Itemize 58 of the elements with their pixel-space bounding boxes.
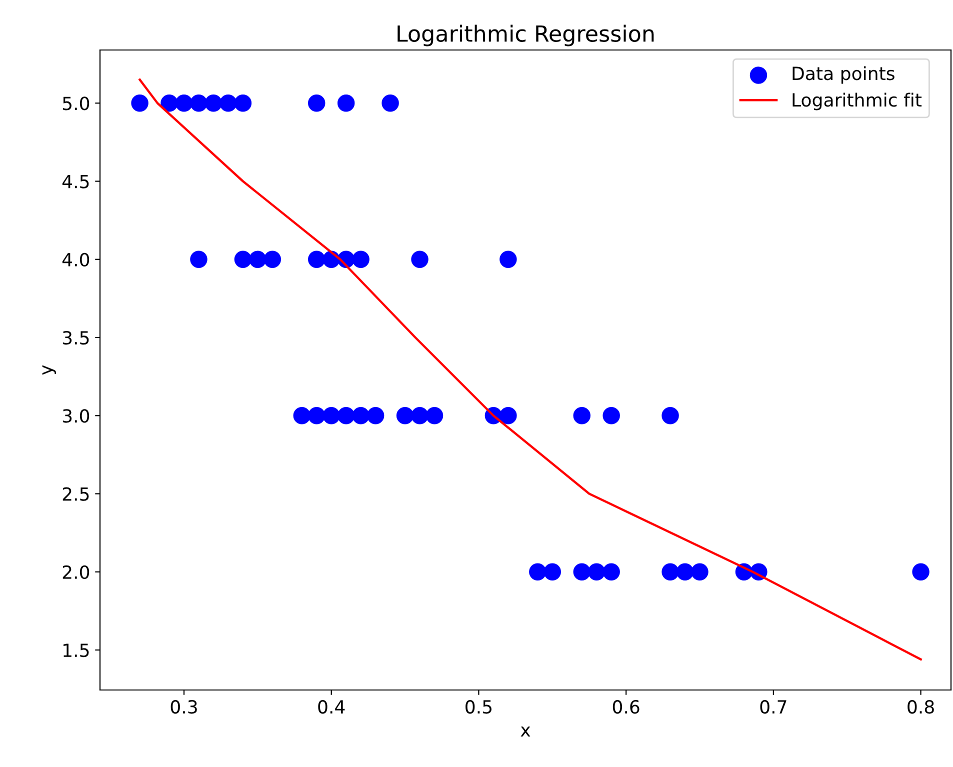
point	[249, 250, 266, 268]
point	[573, 563, 590, 580]
point	[352, 250, 370, 268]
point	[676, 563, 694, 580]
point	[308, 407, 326, 424]
point	[366, 407, 384, 424]
point	[529, 563, 546, 580]
x-axis-title: x	[520, 726, 530, 736]
point	[602, 407, 620, 424]
x-tick-label: 0.4	[318, 700, 345, 714]
point	[662, 563, 679, 580]
point	[175, 94, 193, 112]
legend-label: Data points	[792, 66, 894, 84]
y-tick-label: 2.5	[62, 487, 89, 501]
y-tick-label: 4.0	[62, 252, 90, 266]
point	[500, 250, 517, 268]
point	[204, 94, 222, 112]
point	[588, 563, 606, 580]
x-tick-label: 0.7	[760, 700, 786, 714]
point	[500, 407, 517, 424]
point	[411, 250, 428, 268]
y-tick-label: 2.0	[62, 565, 90, 579]
point	[322, 407, 340, 424]
point	[573, 407, 590, 424]
point	[426, 407, 444, 424]
x-tick-label: 0.8	[908, 700, 934, 714]
legend-label: Logarithmic fit	[792, 92, 922, 110]
point	[396, 407, 414, 424]
point	[411, 407, 428, 424]
point	[190, 250, 208, 268]
point	[691, 563, 708, 580]
chart-title: Logarithmic Regression	[398, 24, 654, 46]
point	[662, 407, 679, 424]
point	[220, 94, 237, 112]
point	[234, 94, 252, 112]
point	[382, 94, 399, 112]
point	[234, 250, 252, 268]
x-tick-label: 0.5	[466, 700, 492, 714]
point	[308, 94, 326, 112]
point	[131, 94, 148, 112]
point	[602, 563, 620, 580]
x-tick-label: 0.6	[612, 700, 640, 714]
point	[293, 407, 310, 424]
point	[190, 94, 208, 112]
point	[912, 563, 930, 580]
y-tick-label: 4.5	[62, 174, 89, 188]
point	[337, 407, 355, 424]
x-tick-label: 0.3	[170, 700, 197, 714]
y-tick-label: 5.0	[62, 96, 90, 110]
point	[264, 250, 282, 268]
y-tick-label: 3.0	[62, 409, 90, 423]
point	[352, 407, 370, 424]
point	[337, 94, 355, 112]
point	[544, 563, 562, 580]
y-axis-title: y	[42, 365, 56, 375]
point	[308, 250, 326, 268]
y-tick-label: 3.5	[62, 330, 89, 345]
y-tick-label: 1.5	[64, 644, 89, 658]
